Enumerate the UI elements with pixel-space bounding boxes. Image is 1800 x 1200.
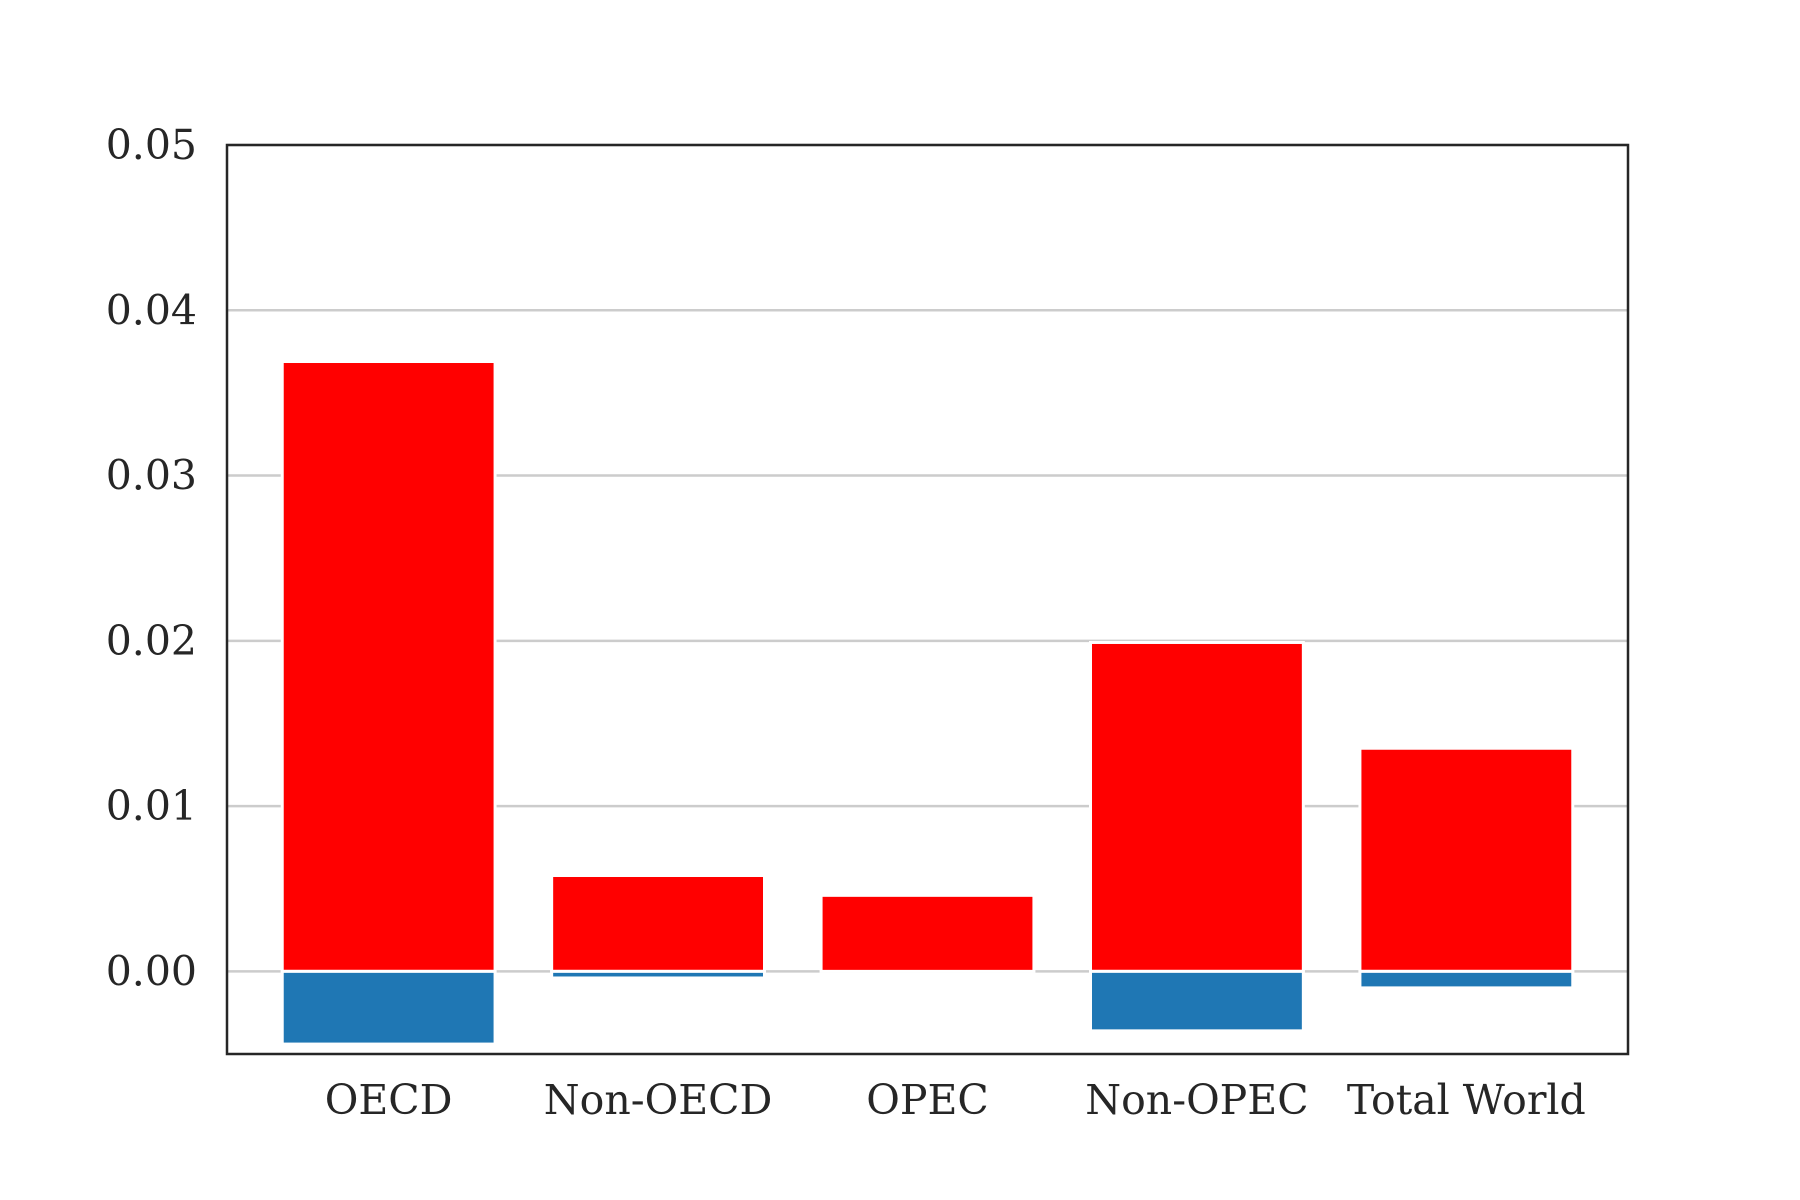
x-axis-ticks: OECD Non-OECD OPEC Non-OPEC Total World [325, 1076, 1586, 1124]
y-tick-label: 0.00 [106, 947, 197, 995]
bars [280, 360, 1575, 1046]
x-tick-label: Non-OECD [544, 1076, 773, 1124]
bar-non-oecd-series1 [550, 874, 766, 973]
bar-non-oecd-series2 [550, 969, 766, 980]
plot-frame [225, 143, 1630, 1056]
y-tick-label: 0.05 [106, 121, 197, 169]
bar-total-world-series1 [1358, 746, 1575, 973]
bar-total-world-series2 [1358, 969, 1575, 990]
bar-oecd-series1 [280, 360, 497, 973]
x-tick-label: OPEC [866, 1076, 989, 1124]
bar-non-opec-series1 [1089, 640, 1305, 973]
x-tick-label: Total World [1347, 1076, 1586, 1124]
y-axis-ticks: 0.00 0.01 0.02 0.03 0.04 0.05 [106, 121, 197, 995]
y-tick-label: 0.02 [106, 617, 197, 665]
bar-oecd-series2 [280, 969, 497, 1046]
bar-opec-series1 [819, 893, 1036, 973]
y-tick-label: 0.01 [106, 782, 197, 830]
x-tick-label: OECD [325, 1076, 453, 1124]
y-tick-label: 0.03 [106, 452, 197, 500]
x-tick-label: Non-OPEC [1085, 1076, 1308, 1124]
y-tick-label: 0.04 [106, 286, 197, 334]
bar-non-opec-series2 [1089, 969, 1305, 1033]
